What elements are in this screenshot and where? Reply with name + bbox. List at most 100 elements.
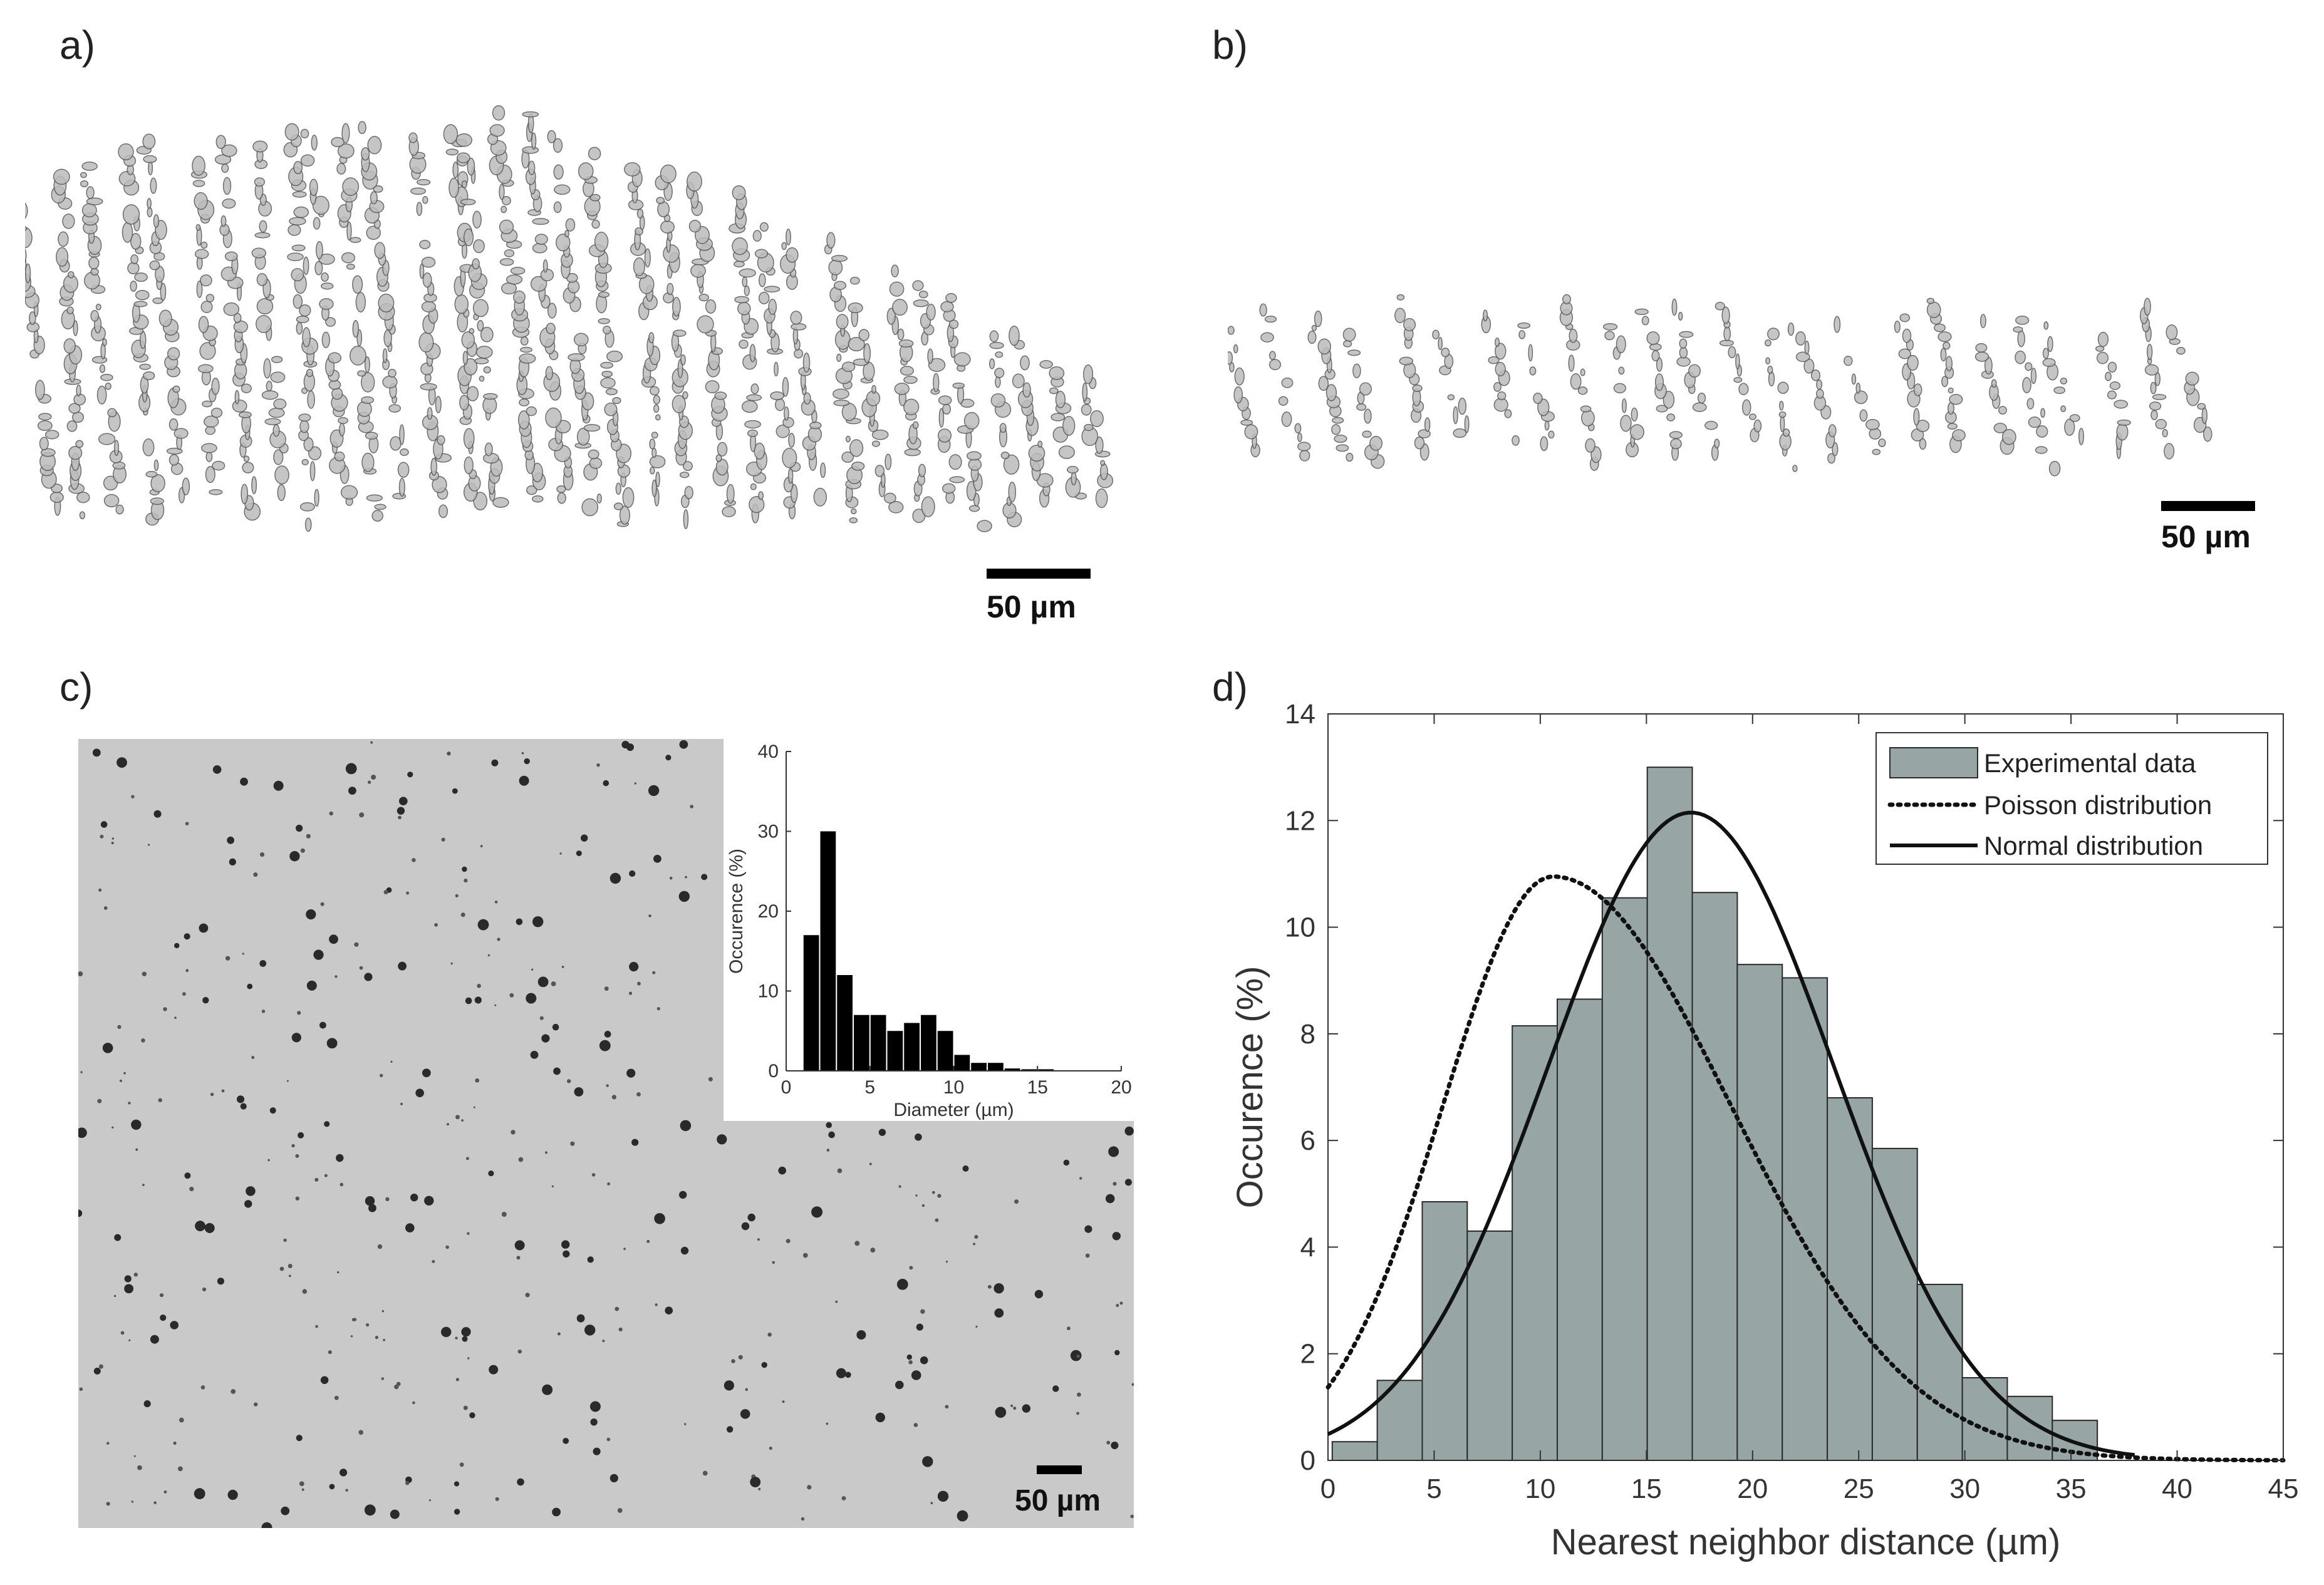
pore-blob bbox=[29, 311, 36, 326]
pore-dot bbox=[678, 891, 690, 902]
pore-dot bbox=[610, 872, 621, 884]
pore-blob bbox=[133, 301, 148, 307]
pore-blob bbox=[142, 438, 155, 457]
pore-blob bbox=[1518, 330, 1526, 339]
legend-swatch-experimental bbox=[1889, 747, 1978, 778]
pore-blob bbox=[1540, 436, 1548, 452]
pore-blob bbox=[1714, 438, 1720, 449]
pore-blob bbox=[651, 448, 657, 458]
pore-blob bbox=[234, 390, 240, 405]
pore-blob bbox=[309, 461, 316, 482]
pore-blob bbox=[601, 370, 613, 378]
pore-blob bbox=[435, 396, 442, 413]
pore-blob bbox=[1228, 351, 1233, 365]
pore-dot bbox=[288, 1264, 293, 1269]
pore-blob bbox=[1676, 356, 1691, 367]
pore-dot bbox=[377, 1244, 383, 1249]
pore-blob bbox=[768, 299, 777, 316]
pore-dot bbox=[593, 1447, 601, 1455]
pore-dot bbox=[459, 1462, 464, 1467]
pore-dot bbox=[300, 848, 305, 853]
pore-dot bbox=[79, 1387, 83, 1391]
pore-dot bbox=[559, 852, 562, 855]
pore-dot bbox=[455, 1378, 460, 1381]
pore-blob bbox=[1342, 340, 1352, 348]
pore-blob bbox=[650, 386, 660, 396]
pore-blob bbox=[266, 381, 272, 392]
pore-blob bbox=[520, 346, 532, 353]
inset-bar bbox=[1021, 1069, 1037, 1071]
pore-blob bbox=[430, 457, 437, 476]
pore-blob bbox=[361, 372, 375, 393]
pore-dot bbox=[896, 1279, 908, 1290]
pore-blob bbox=[833, 400, 850, 406]
pore-dot bbox=[78, 971, 83, 977]
pore-dot bbox=[398, 815, 402, 820]
pore-blob bbox=[715, 458, 729, 476]
pore-blob bbox=[1441, 348, 1450, 358]
pore-dot bbox=[189, 1187, 194, 1192]
pore-blob bbox=[1453, 428, 1467, 438]
pore-dot bbox=[141, 1038, 145, 1043]
inset-y-tick-label: 0 bbox=[768, 1061, 779, 1082]
pore-blob bbox=[619, 505, 630, 525]
pore-blob bbox=[1998, 406, 2007, 415]
pore-dot bbox=[375, 1336, 378, 1340]
pore-blob bbox=[221, 144, 237, 157]
pore-blob bbox=[705, 380, 720, 394]
pore-blob bbox=[2150, 410, 2158, 420]
pore-dot bbox=[552, 1023, 559, 1031]
pore-blob bbox=[200, 241, 208, 249]
pore-dot bbox=[390, 1509, 400, 1519]
pore-blob bbox=[492, 105, 506, 121]
pore-dot bbox=[993, 1283, 1004, 1294]
pore-blob bbox=[903, 376, 918, 384]
pore-blob bbox=[452, 162, 459, 178]
pore-blob bbox=[2015, 316, 2030, 325]
pore-dot bbox=[454, 1481, 460, 1487]
pore-dot bbox=[708, 1076, 713, 1082]
pore-dot bbox=[521, 751, 524, 755]
pore-blob bbox=[690, 264, 706, 278]
pore-blob bbox=[205, 466, 215, 483]
pore-dot bbox=[745, 1388, 749, 1391]
pore-blob bbox=[1362, 430, 1372, 438]
pore-blob bbox=[147, 198, 152, 209]
pore-blob bbox=[1081, 403, 1092, 416]
pore-dot bbox=[210, 1092, 214, 1097]
pore-blob bbox=[534, 234, 548, 245]
pore-dot bbox=[428, 1499, 432, 1502]
pore-dot bbox=[163, 1007, 167, 1011]
pore-dot bbox=[841, 1496, 846, 1500]
pore-blob bbox=[750, 483, 757, 490]
pore-blob bbox=[474, 358, 489, 364]
pore-dot bbox=[856, 1330, 866, 1340]
pore-blob bbox=[1654, 373, 1664, 391]
pore-dot bbox=[100, 821, 108, 828]
pore-dot bbox=[786, 1239, 791, 1244]
y-tick-label: 2 bbox=[1300, 1339, 1315, 1370]
inset-y-label: Occurence (%) bbox=[726, 849, 747, 974]
pore-blob bbox=[1352, 363, 1361, 378]
pore-blob bbox=[633, 257, 645, 277]
pore-blob bbox=[325, 317, 336, 327]
pore-blob bbox=[1544, 420, 1550, 431]
pore-blob bbox=[274, 465, 289, 485]
pore-blob bbox=[130, 280, 137, 292]
pore-blob bbox=[1438, 337, 1443, 350]
pore-blob bbox=[145, 471, 158, 478]
pore-blob bbox=[210, 408, 223, 418]
pore-blob bbox=[1916, 420, 1930, 432]
pore-blob bbox=[565, 218, 576, 232]
pore-dot bbox=[524, 758, 530, 765]
y-tick-label: 0 bbox=[1300, 1445, 1315, 1476]
pore-dot bbox=[246, 1186, 256, 1196]
pore-blob bbox=[1697, 393, 1706, 404]
pore-blob bbox=[530, 276, 547, 292]
pore-dot bbox=[368, 1204, 376, 1212]
histogram-bar bbox=[1421, 1201, 1468, 1461]
normal-curve bbox=[1327, 810, 2135, 1457]
pore-dot bbox=[273, 780, 284, 791]
pore-blob bbox=[373, 185, 383, 193]
pore-blob bbox=[68, 403, 81, 414]
